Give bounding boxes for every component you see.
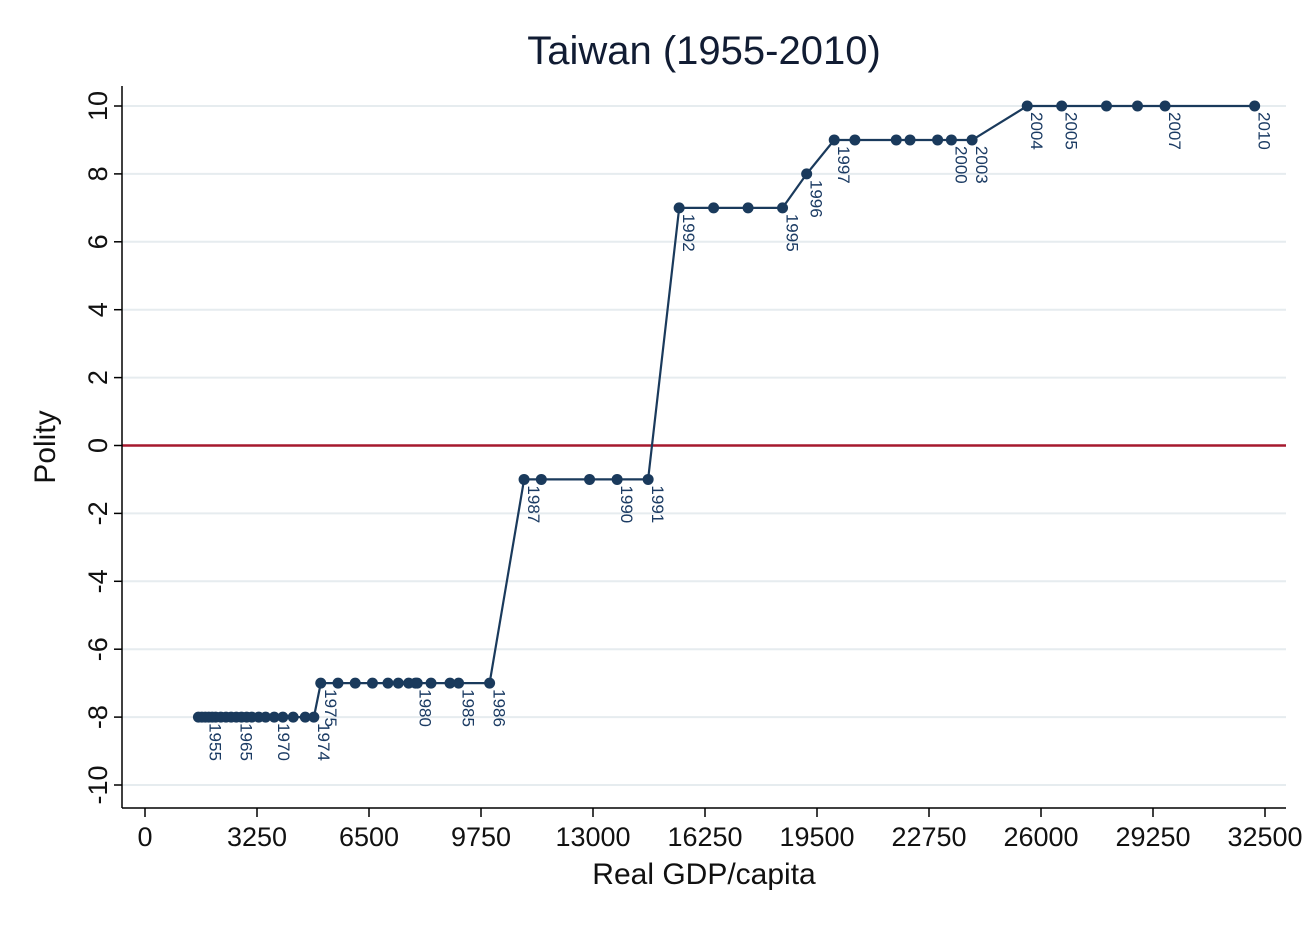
x-axis-title: Real GDP/capita bbox=[592, 858, 816, 891]
point-label: 1991 bbox=[648, 485, 667, 523]
data-point bbox=[453, 677, 465, 689]
x-tick-label: 9750 bbox=[451, 822, 511, 852]
point-label: 2003 bbox=[972, 146, 991, 184]
point-label: 2000 bbox=[951, 146, 970, 184]
chart-title: Taiwan (1955-2010) bbox=[527, 29, 881, 73]
y-tick-label: 4 bbox=[83, 302, 113, 317]
point-label: 1965 bbox=[236, 723, 255, 761]
data-point bbox=[673, 202, 685, 214]
point-label: 1985 bbox=[459, 689, 478, 727]
x-tick-label: 32500 bbox=[1227, 822, 1302, 852]
data-point bbox=[1131, 100, 1143, 112]
y-tick-label: 8 bbox=[83, 166, 113, 181]
data-point bbox=[708, 202, 720, 214]
y-axis-title: Polity bbox=[29, 410, 62, 483]
data-point bbox=[382, 677, 394, 689]
data-point bbox=[945, 134, 957, 146]
series-layer bbox=[192, 100, 1261, 723]
data-point bbox=[268, 711, 280, 723]
point-label: 1986 bbox=[490, 689, 509, 727]
x-tick-label: 3250 bbox=[227, 822, 287, 852]
point-label: 1992 bbox=[679, 214, 698, 252]
point-label: 2010 bbox=[1255, 112, 1274, 150]
point-label: 1974 bbox=[314, 723, 333, 761]
axes bbox=[121, 86, 1286, 809]
data-point bbox=[535, 473, 547, 485]
data-point bbox=[484, 677, 496, 689]
data-point bbox=[1249, 100, 1261, 112]
data-point bbox=[801, 168, 813, 180]
point-label: 1987 bbox=[524, 485, 543, 523]
point-label: 1975 bbox=[321, 689, 340, 727]
point-label: 2007 bbox=[1165, 112, 1184, 150]
data-point bbox=[1100, 100, 1112, 112]
data-point bbox=[642, 473, 654, 485]
y-tick-label: -10 bbox=[83, 765, 113, 804]
data-point bbox=[1056, 100, 1068, 112]
data-point bbox=[518, 473, 530, 485]
point-label: 1970 bbox=[274, 723, 293, 761]
data-point bbox=[849, 134, 861, 146]
data-point bbox=[260, 711, 272, 723]
x-tick-label: 19500 bbox=[779, 822, 854, 852]
x-tick-label: 22750 bbox=[891, 822, 966, 852]
point-label: 1990 bbox=[617, 485, 636, 523]
data-point bbox=[904, 134, 916, 146]
data-point bbox=[932, 134, 944, 146]
x-tick-label: 29250 bbox=[1115, 822, 1190, 852]
x-tick-label: 26000 bbox=[1003, 822, 1078, 852]
y-tick-label: 6 bbox=[83, 234, 113, 249]
x-tick-label: 13000 bbox=[555, 822, 630, 852]
point-label: 1955 bbox=[205, 723, 224, 761]
y-tick-label: 0 bbox=[83, 438, 113, 453]
data-point bbox=[392, 677, 404, 689]
x-tick-label: 6500 bbox=[339, 822, 399, 852]
x-tick-label: 0 bbox=[137, 822, 152, 852]
y-tick-label: -8 bbox=[83, 705, 113, 729]
data-point bbox=[366, 677, 378, 689]
x-tick-label: 16250 bbox=[667, 822, 742, 852]
data-point bbox=[444, 677, 456, 689]
data-point bbox=[777, 202, 789, 214]
data-point bbox=[332, 677, 344, 689]
y-tick-label: 2 bbox=[83, 370, 113, 385]
data-point bbox=[966, 134, 978, 146]
point-label: 2004 bbox=[1027, 112, 1046, 150]
data-point bbox=[742, 202, 754, 214]
data-point bbox=[890, 134, 902, 146]
data-point bbox=[308, 711, 320, 723]
data-point bbox=[299, 711, 311, 723]
point-label: 1995 bbox=[783, 214, 802, 252]
point-label: 1980 bbox=[416, 689, 435, 727]
y-tick-label: -2 bbox=[83, 501, 113, 525]
y-tick-label: -4 bbox=[83, 569, 113, 593]
y-ticks: -10 -8 -6 -4 -2 0 2 4 6 8 10 bbox=[83, 91, 122, 805]
data-point bbox=[411, 677, 423, 689]
point-label: 1996 bbox=[807, 180, 826, 218]
data-point bbox=[1021, 100, 1033, 112]
data-point bbox=[584, 473, 596, 485]
data-point bbox=[277, 711, 289, 723]
point-label: 1997 bbox=[834, 146, 853, 184]
data-point bbox=[287, 711, 299, 723]
data-point bbox=[349, 677, 361, 689]
data-point bbox=[315, 677, 327, 689]
y-tick-label: -6 bbox=[83, 637, 113, 661]
x-ticks: 0 3250 6500 9750 13000 16250 19500 22750 26000 29… bbox=[137, 808, 1303, 852]
data-point bbox=[425, 677, 437, 689]
plot-area bbox=[122, 86, 1286, 808]
data-point bbox=[1159, 100, 1171, 112]
y-tick-label: 10 bbox=[83, 91, 113, 121]
data-point bbox=[611, 473, 623, 485]
point-label: 2005 bbox=[1062, 112, 1081, 150]
data-point bbox=[828, 134, 840, 146]
